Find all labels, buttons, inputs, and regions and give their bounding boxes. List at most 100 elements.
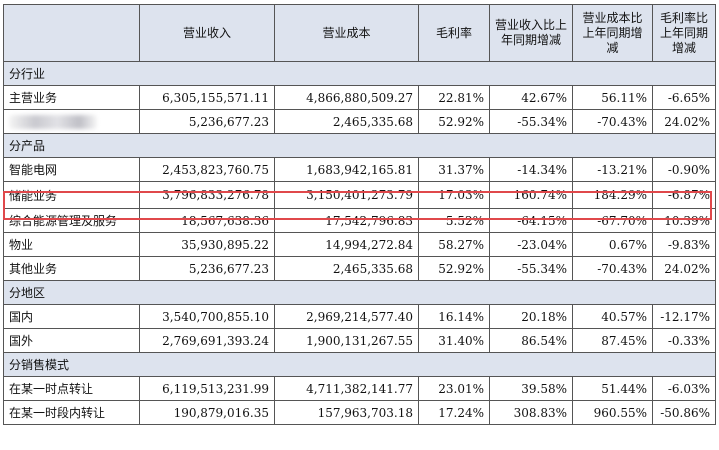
cell-revenue-change: 42.67%: [489, 85, 573, 110]
header-cell: [3, 4, 140, 62]
cell-cost: 2,465,335.68: [274, 109, 419, 134]
cell-revenue-change: 308.83%: [489, 400, 573, 425]
cell-margin: 23.01%: [418, 376, 490, 401]
row-label: 国内: [3, 304, 140, 329]
table-row: 5,236,677.23 2,465,335.68 52.92% -55.34%…: [3, 109, 716, 134]
header-revenue-change: 营业收入比上年同期增减: [489, 4, 573, 62]
cell-cost-change: -70.43%: [572, 109, 653, 134]
cell-margin-change: -50.86%: [652, 400, 716, 425]
cell-cost-change: -13.21%: [572, 157, 653, 182]
cell-revenue: 6,305,155,571.11: [139, 85, 275, 110]
cell-revenue-change: -55.34%: [489, 109, 573, 134]
section-row: 分销售模式: [3, 352, 716, 377]
table-row: 综合能源管理及服务 18,567,638.36 17,542,796.83 5.…: [3, 208, 716, 233]
section-region: 分地区: [3, 280, 716, 305]
financial-table: 营业收入 营业成本 毛利率 营业收入比上年同期增减 营业成本比上年同期增减 毛利…: [3, 4, 716, 425]
table-row: 其他业务 5,236,677.23 2,465,335.68 52.92% -5…: [3, 256, 716, 281]
row-label: 物业: [3, 232, 140, 257]
cell-cost: 17,542,796.83: [274, 208, 419, 233]
cell-margin: 52.92%: [418, 109, 490, 134]
section-row: 分产品: [3, 133, 716, 158]
cell-cost-change: 87.45%: [572, 328, 653, 353]
cell-cost: 4,866,880,509.27: [274, 85, 419, 110]
table-row: 物业 35,930,895.22 14,994,272.84 58.27% -2…: [3, 232, 716, 257]
header-cost-change: 营业成本比上年同期增减: [572, 4, 653, 62]
cell-margin-change: -6.87%: [652, 181, 716, 209]
cell-cost-change: 40.57%: [572, 304, 653, 329]
table-row: 国内 3,540,700,855.10 2,969,214,577.40 16.…: [3, 304, 716, 329]
cell-margin-change: -6.03%: [652, 376, 716, 401]
cell-cost-change: 0.67%: [572, 232, 653, 257]
cell-margin-change: -12.17%: [652, 304, 716, 329]
cell-revenue-change: 160.74%: [489, 181, 573, 209]
table-row: 主营业务 6,305,155,571.11 4,866,880,509.27 2…: [3, 85, 716, 110]
cell-cost-change: 184.29%: [572, 181, 653, 209]
cell-cost: 3,150,401,273.79: [274, 181, 419, 209]
cell-margin-change: -0.90%: [652, 157, 716, 182]
table-row: 智能电网 2,453,823,760.75 1,683,942,165.81 3…: [3, 157, 716, 182]
row-label: 在某一时段内转让: [3, 400, 140, 425]
cell-cost: 4,711,382,141.77: [274, 376, 419, 401]
table-row: 在某一时点转让 6,119,513,231.99 4,711,382,141.7…: [3, 376, 716, 401]
cell-margin: 17.03%: [418, 181, 490, 209]
header-cost: 营业成本: [274, 4, 419, 62]
cell-cost-change: 51.44%: [572, 376, 653, 401]
cell-revenue-change: -64.15%: [489, 208, 573, 233]
cell-cost-change: 960.55%: [572, 400, 653, 425]
cell-revenue-change: -55.34%: [489, 256, 573, 281]
row-label: 主营业务: [3, 85, 140, 110]
cell-cost: 14,994,272.84: [274, 232, 419, 257]
cell-revenue: 2,453,823,760.75: [139, 157, 275, 182]
table-row-highlighted: 储能业务 3,796,833,276.78 3,150,401,273.79 1…: [3, 181, 716, 209]
table-row: 国外 2,769,691,393.24 1,900,131,267.55 31.…: [3, 328, 716, 353]
section-product: 分产品: [3, 133, 716, 158]
cell-margin-change: -6.65%: [652, 85, 716, 110]
cell-revenue: 3,540,700,855.10: [139, 304, 275, 329]
section-industry: 分行业: [3, 61, 716, 86]
row-label: 其他业务: [3, 256, 140, 281]
cell-margin: 17.24%: [418, 400, 490, 425]
section-sales-mode: 分销售模式: [3, 352, 716, 377]
cell-margin: 22.81%: [418, 85, 490, 110]
cell-revenue: 6,119,513,231.99: [139, 376, 275, 401]
header-row: 营业收入 营业成本 毛利率 营业收入比上年同期增减 营业成本比上年同期增减 毛利…: [3, 4, 716, 62]
row-label: 在某一时点转让: [3, 376, 140, 401]
cell-margin: 16.14%: [418, 304, 490, 329]
cell-cost: 1,900,131,267.55: [274, 328, 419, 353]
row-label: 智能电网: [3, 157, 140, 182]
cell-margin: 31.37%: [418, 157, 490, 182]
cell-margin-change: 24.02%: [652, 109, 716, 134]
cell-revenue-change: 86.54%: [489, 328, 573, 353]
cell-margin-change: -0.33%: [652, 328, 716, 353]
section-row: 分行业: [3, 61, 716, 86]
row-label-redacted: [3, 109, 140, 134]
header-gross-margin: 毛利率: [418, 4, 490, 62]
cell-revenue-change: 20.18%: [489, 304, 573, 329]
cell-revenue-change: -23.04%: [489, 232, 573, 257]
cell-cost: 1,683,942,165.81: [274, 157, 419, 182]
cell-revenue: 18,567,638.36: [139, 208, 275, 233]
cell-margin: 52.92%: [418, 256, 490, 281]
cell-margin: 5.52%: [418, 208, 490, 233]
cell-revenue: 3,796,833,276.78: [139, 181, 275, 209]
cell-margin: 31.40%: [418, 328, 490, 353]
cell-revenue: 35,930,895.22: [139, 232, 275, 257]
cell-margin-change: -9.83%: [652, 232, 716, 257]
row-label: 国外: [3, 328, 140, 353]
cell-cost: 157,963,703.18: [274, 400, 419, 425]
cell-revenue-change: 39.58%: [489, 376, 573, 401]
cell-revenue: 5,236,677.23: [139, 256, 275, 281]
row-label: 综合能源管理及服务: [3, 208, 140, 233]
cell-cost-change: -70.43%: [572, 256, 653, 281]
header-margin-change: 毛利率比上年同期增减: [652, 4, 716, 62]
cell-margin-change: 10.39%: [652, 208, 716, 233]
section-row: 分地区: [3, 280, 716, 305]
cell-revenue: 5,236,677.23: [139, 109, 275, 134]
header-revenue: 营业收入: [139, 4, 275, 62]
cell-cost-change: -67.70%: [572, 208, 653, 233]
cell-margin-change: 24.02%: [652, 256, 716, 281]
cell-cost: 2,465,335.68: [274, 256, 419, 281]
table-row: 在某一时段内转让 190,879,016.35 157,963,703.18 1…: [3, 400, 716, 425]
row-label: 储能业务: [3, 181, 140, 209]
redaction-blur: [9, 114, 97, 129]
